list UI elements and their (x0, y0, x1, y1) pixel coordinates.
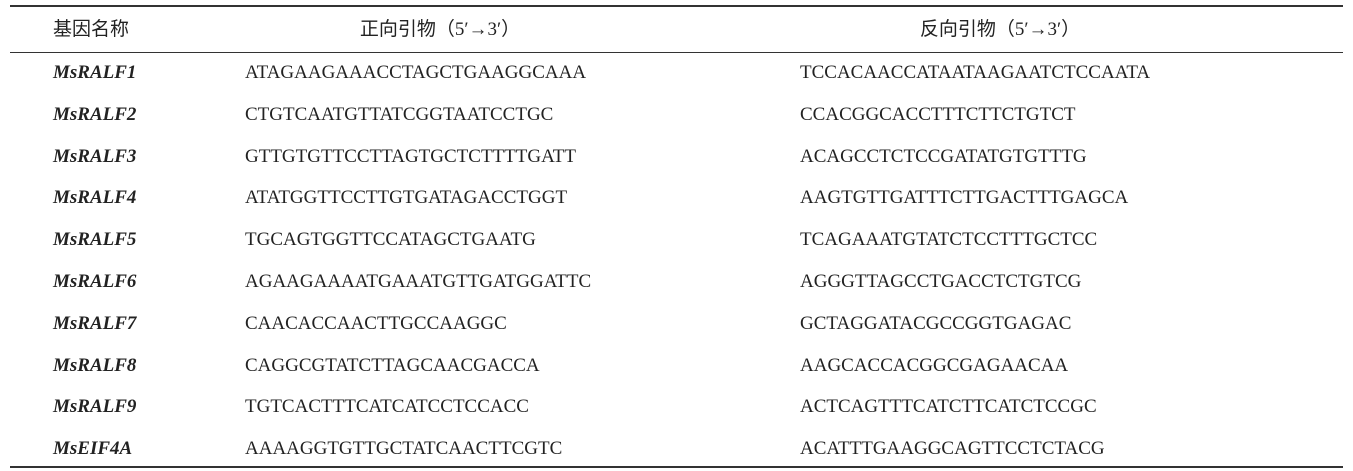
primer-sequence: AGGGTTAGCCTGACCTCTGTCG (800, 271, 1082, 292)
header-cell: 正向引物（5′→3′） (359, 19, 521, 40)
primer-sequence: ACATTTGAAGGCAGTTCCTCTACG (800, 438, 1105, 460)
primer-sequence: CAACACCAACTTGCCAAGGC (245, 312, 507, 334)
gene-name: MsRALF1 (53, 62, 137, 83)
primer-sequence: CCACGGCACCTTTCTTCTGTCT (800, 103, 1076, 125)
gene-name: MsRALF4 (53, 187, 137, 209)
gene-name: MsRALF7 (53, 312, 137, 334)
header-rule (10, 52, 1343, 53)
primer-sequence: GTTGTGTTCCTTAGTGCTCTTTTGATT (245, 145, 576, 167)
primer-sequence: ACAGCCTCTCCGATATGTGTTTG (800, 145, 1087, 167)
primer-sequence: ACTCAGTTTCATCTTCATCTCCGC (800, 396, 1097, 418)
primer-sequence: TGCAGTGGTTCCATAGCTGAATG (245, 229, 536, 251)
gene-name: MsRALF2 (53, 103, 137, 125)
primer-sequence: TCCACAACCATAATAAGAATCTCCAATA (800, 62, 1151, 83)
primer-sequence: AAGCACCACGGCGAGAACAA (800, 354, 1069, 376)
gene-name: MsRALF6 (53, 271, 137, 292)
bottom-rule (10, 466, 1343, 468)
primer-sequence: ATATGGTTCCTTGTGATAGACCTGGT (245, 187, 568, 209)
top-rule (10, 5, 1343, 7)
primer-sequence: AGAAGAAAATGAAATGTTGATGGATTC (245, 271, 592, 292)
gene-name: MsRALF3 (53, 145, 137, 167)
gene-name: MsRALF8 (53, 354, 137, 376)
primer-sequence: CTGTCAATGTTATCGGTAATCCTGC (245, 103, 554, 125)
header-cell: 基因名称 (53, 19, 130, 40)
gene-name: MsRALF9 (53, 396, 137, 418)
primer-sequence: CAGGCGTATCTTAGCAACGACCA (245, 354, 540, 376)
header-cell: 反向引物（5′→3′） (919, 19, 1081, 40)
primer-sequence: AAAAGGTGTTGCTATCAACTTCGTC (245, 438, 563, 460)
primer-sequence: GCTAGGATACGCCGGTGAGAC (800, 312, 1072, 334)
primer-sequence: TGTCACTTTCATCATCCTCCACC (245, 396, 529, 418)
gene-name: MsEIF4A (53, 438, 133, 460)
gene-name: MsRALF5 (53, 229, 137, 251)
primer-sequence: AAGTGTTGATTTCTTGACTTTGAGCA (800, 187, 1129, 209)
primer-sequence: TCAGAAATGTATCTCCTTTGCTCC (800, 229, 1098, 251)
primer-sequence: ATAGAAGAAACCTAGCTGAAGGCAAA (245, 62, 587, 83)
